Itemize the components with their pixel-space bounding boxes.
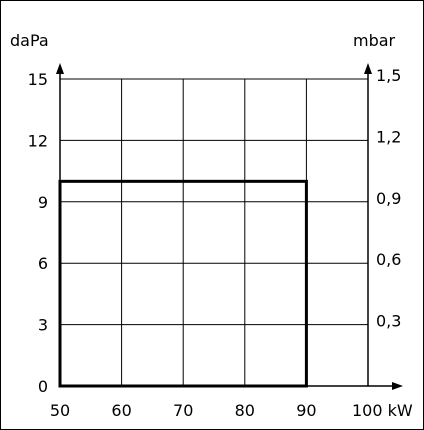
- x-tick-label: 50: [50, 401, 70, 420]
- x-tick-label: 60: [111, 401, 131, 420]
- y2-tick-label: 0,6: [376, 250, 401, 269]
- left-axis-arrow: [56, 63, 64, 74]
- y-tick-label: 9: [38, 193, 48, 212]
- y-tick-label: 0: [38, 377, 48, 396]
- right-axis-unit: mbar: [353, 31, 396, 50]
- y-tick-label: 6: [38, 254, 48, 273]
- left-axis-unit: daPa: [10, 31, 49, 50]
- x-tick-label: 90: [296, 401, 316, 420]
- y2-tick-label: 1,5: [376, 66, 401, 85]
- x-tick-label: 80: [235, 401, 255, 420]
- working-field-rectangle: [58, 179, 308, 388]
- y2-tick-label: 1,2: [376, 127, 401, 146]
- axes: [56, 63, 403, 390]
- y2-tick-label: 0,9: [376, 189, 401, 208]
- right-axis-arrow: [364, 63, 372, 74]
- y2-tick-label: 0,3: [376, 312, 401, 331]
- tick-labels: 50 60 70 80 90 100 kW 0 3 6 9 12 15 0,3 0,6 0,9 1,2 1,5: [28, 66, 413, 420]
- y-tick-label: 15: [28, 70, 48, 89]
- x-tick-label: 100 kW: [352, 401, 413, 420]
- y-tick-label: 3: [38, 316, 48, 335]
- working-region: [58, 179, 308, 388]
- x-tick-label: 70: [173, 401, 193, 420]
- grid-lines: [60, 78, 368, 386]
- x-axis-arrow: [392, 382, 403, 390]
- y-tick-label: 12: [28, 131, 48, 150]
